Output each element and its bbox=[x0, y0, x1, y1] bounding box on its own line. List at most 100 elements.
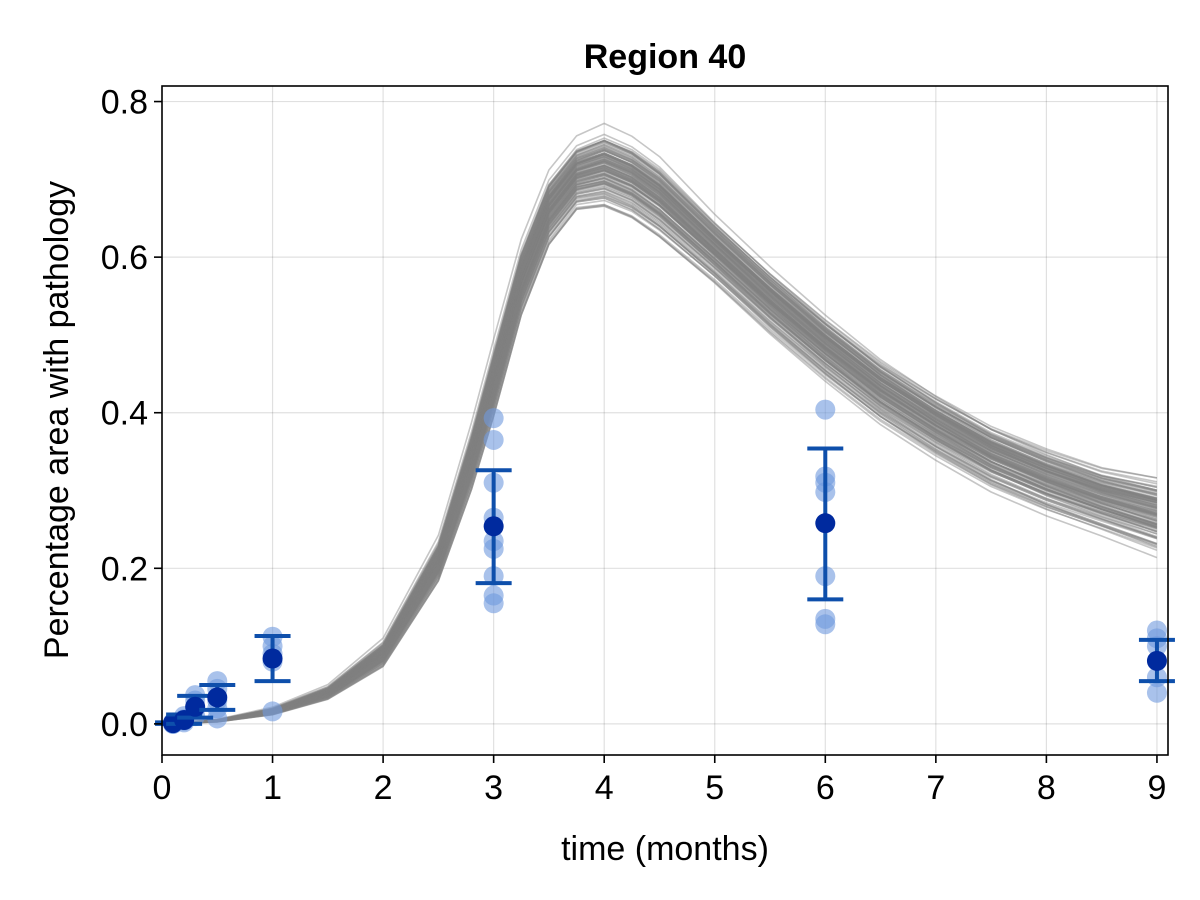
trajectory-line bbox=[161, 139, 1158, 725]
trajectory-line bbox=[161, 168, 1158, 725]
x-tick-label: 7 bbox=[926, 769, 945, 807]
trajectory-line bbox=[161, 199, 1158, 725]
plot-frame bbox=[161, 85, 1169, 756]
trajectory-line bbox=[161, 173, 1158, 725]
trajectory-line bbox=[161, 169, 1158, 725]
trajectory-line bbox=[161, 145, 1158, 725]
y-tick-label: 0.0 bbox=[101, 706, 148, 744]
x-tick-label: 1 bbox=[263, 769, 282, 807]
trajectory-line bbox=[161, 155, 1158, 725]
trajectory-line bbox=[161, 144, 1158, 725]
trajectory-line bbox=[161, 147, 1158, 725]
trajectory-line bbox=[161, 147, 1158, 725]
trajectory-line bbox=[161, 158, 1158, 725]
trajectory-line bbox=[161, 195, 1158, 725]
trajectory-line bbox=[161, 146, 1158, 725]
trajectory-line bbox=[161, 164, 1158, 725]
trajectory-line bbox=[161, 154, 1158, 725]
trajectory-line bbox=[161, 197, 1158, 725]
trajectory-line bbox=[161, 197, 1158, 725]
trajectory-line bbox=[161, 188, 1158, 725]
x-tick-label: 2 bbox=[374, 769, 393, 807]
y-tick-label: 0.6 bbox=[101, 239, 148, 277]
x-tick-label: 9 bbox=[1147, 769, 1166, 807]
trajectory-line bbox=[161, 153, 1158, 725]
mean-point bbox=[174, 709, 195, 730]
trajectory-line bbox=[161, 161, 1158, 725]
trajectory-line bbox=[161, 166, 1158, 725]
trajectory-line bbox=[161, 162, 1158, 725]
trajectory-line bbox=[161, 174, 1158, 725]
x-tick-label: 4 bbox=[595, 769, 614, 807]
trajectory-line bbox=[161, 173, 1158, 725]
trajectory-line bbox=[161, 160, 1158, 725]
chart-title: Region 40 bbox=[584, 38, 746, 76]
observation-point bbox=[262, 701, 283, 722]
mean-point bbox=[185, 696, 206, 717]
trajectory-line bbox=[161, 140, 1158, 725]
trajectory-line bbox=[161, 160, 1158, 725]
trajectory-line bbox=[161, 192, 1158, 725]
trajectory-line bbox=[161, 175, 1158, 725]
observation-point bbox=[483, 585, 504, 606]
trajectory-line bbox=[161, 182, 1158, 725]
trajectory-line bbox=[161, 165, 1158, 725]
trajectory-line bbox=[161, 149, 1158, 725]
trajectory-line bbox=[161, 169, 1158, 725]
trajectory-line bbox=[161, 160, 1158, 725]
trajectory-line bbox=[161, 174, 1158, 725]
trajectory-line bbox=[161, 165, 1158, 725]
trajectory-line bbox=[161, 153, 1158, 725]
trajectory-line bbox=[161, 183, 1158, 725]
trajectory-line bbox=[161, 164, 1158, 725]
trajectory-line bbox=[161, 159, 1158, 725]
trajectory-line bbox=[161, 172, 1158, 725]
mean-point bbox=[262, 648, 283, 669]
trajectory-line bbox=[161, 153, 1158, 725]
trajectory-line bbox=[161, 153, 1158, 725]
trajectory-line bbox=[161, 173, 1158, 725]
y-tick-label: 0.8 bbox=[101, 84, 148, 122]
trajectory-line bbox=[161, 148, 1158, 725]
trajectory-line bbox=[161, 203, 1158, 725]
trajectory-line bbox=[161, 187, 1158, 725]
trajectory-line bbox=[161, 164, 1158, 725]
trajectory-line bbox=[161, 170, 1158, 725]
trajectory-line bbox=[161, 161, 1158, 725]
trajectory-line bbox=[161, 190, 1158, 725]
trajectory-line bbox=[161, 168, 1158, 725]
trajectory-line bbox=[161, 156, 1158, 725]
x-tick-label: 0 bbox=[153, 769, 172, 807]
trajectory-line bbox=[161, 144, 1158, 725]
trajectory-line bbox=[161, 158, 1158, 725]
trajectory-line bbox=[161, 150, 1158, 725]
trajectory-line bbox=[161, 139, 1158, 725]
trajectory-line bbox=[161, 169, 1158, 725]
trajectories bbox=[161, 122, 1158, 725]
trajectory-line bbox=[161, 139, 1158, 725]
mean-point bbox=[815, 513, 836, 534]
y-tick-label: 0.4 bbox=[101, 395, 148, 433]
trajectory-line bbox=[161, 182, 1158, 725]
trajectory-line bbox=[161, 195, 1158, 725]
trajectory-line bbox=[161, 167, 1158, 725]
trajectory-line bbox=[161, 187, 1158, 725]
trajectory-line bbox=[161, 177, 1158, 725]
observation-point bbox=[1146, 620, 1167, 641]
trajectory-line bbox=[161, 177, 1158, 725]
trajectory-line bbox=[161, 161, 1158, 725]
x-tick-label: 3 bbox=[484, 769, 503, 807]
trajectory-line bbox=[161, 185, 1158, 725]
trajectory-line bbox=[161, 153, 1158, 725]
trajectory-line bbox=[161, 192, 1158, 725]
trajectory-line bbox=[161, 143, 1158, 725]
trajectory-line bbox=[161, 167, 1158, 725]
x-axis-label: time (months) bbox=[561, 830, 769, 868]
trajectory-line bbox=[161, 167, 1158, 725]
x-tick-label: 5 bbox=[705, 769, 724, 807]
mean-point bbox=[1146, 650, 1167, 671]
trajectory-line bbox=[161, 166, 1158, 725]
trajectory-line bbox=[161, 205, 1158, 725]
trajectory-line bbox=[161, 173, 1158, 725]
observation-point bbox=[815, 608, 836, 629]
